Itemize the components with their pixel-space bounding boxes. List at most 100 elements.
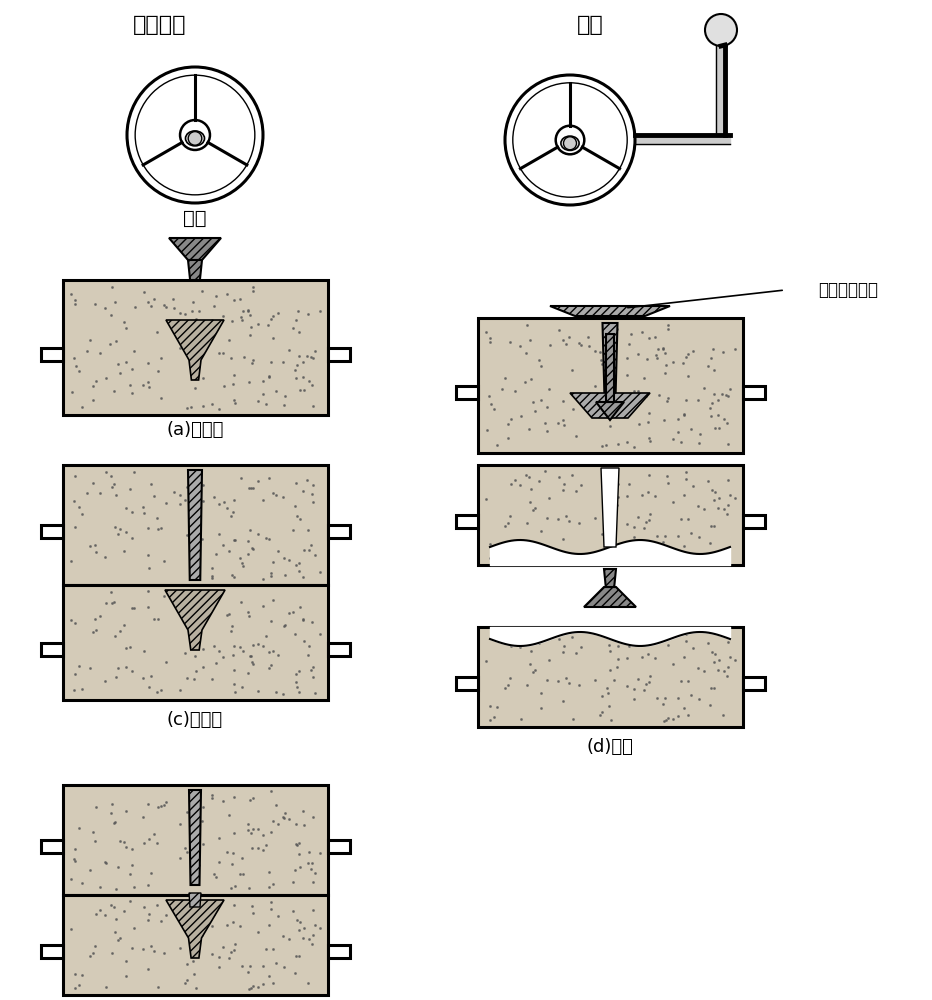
- Point: [681, 545, 696, 561]
- Point: [172, 496, 187, 512]
- Point: [187, 911, 202, 927]
- Polygon shape: [456, 515, 477, 528]
- Point: [192, 303, 207, 319]
- Point: [483, 334, 498, 350]
- Point: [571, 335, 586, 351]
- Point: [621, 336, 636, 352]
- Point: [125, 361, 140, 377]
- Point: [261, 917, 276, 933]
- Point: [250, 683, 265, 699]
- Point: [194, 813, 209, 829]
- Point: [226, 845, 240, 861]
- Point: [226, 376, 240, 392]
- Point: [225, 856, 240, 872]
- Point: [191, 550, 206, 566]
- Point: [141, 379, 156, 395]
- Point: [592, 707, 607, 723]
- Point: [227, 395, 242, 411]
- Point: [531, 635, 546, 651]
- Point: [300, 522, 315, 538]
- Point: [264, 354, 279, 370]
- Point: [606, 365, 621, 381]
- Point: [127, 464, 142, 480]
- Point: [246, 541, 261, 557]
- Point: [681, 511, 696, 527]
- Point: [478, 324, 493, 340]
- Point: [555, 482, 570, 498]
- Point: [621, 638, 636, 654]
- Point: [540, 399, 555, 415]
- Point: [518, 374, 533, 390]
- Point: [710, 392, 725, 408]
- Polygon shape: [550, 306, 670, 316]
- Point: [68, 615, 83, 631]
- Point: [565, 467, 580, 483]
- Text: 人工挖去砂子: 人工挖去砂子: [818, 281, 878, 299]
- Point: [240, 604, 255, 620]
- Point: [571, 677, 586, 693]
- Point: [290, 837, 305, 853]
- Point: [144, 298, 158, 314]
- Point: [185, 569, 200, 585]
- Point: [276, 489, 291, 505]
- Point: [72, 363, 87, 379]
- Point: [232, 550, 247, 566]
- Point: [482, 536, 497, 552]
- Point: [292, 684, 307, 700]
- Point: [116, 314, 131, 330]
- Point: [140, 877, 155, 893]
- Point: [251, 636, 266, 652]
- Point: [642, 506, 657, 522]
- Point: [246, 352, 261, 368]
- Point: [186, 671, 201, 687]
- Point: [135, 941, 150, 957]
- Point: [266, 643, 281, 659]
- Point: [268, 955, 283, 971]
- Point: [205, 329, 220, 345]
- Point: [270, 305, 285, 321]
- Point: [722, 649, 737, 665]
- Point: [711, 662, 726, 678]
- Point: [595, 688, 610, 704]
- Point: [281, 811, 296, 827]
- Point: [266, 592, 281, 608]
- Point: [651, 387, 666, 403]
- Point: [308, 547, 322, 563]
- Point: [604, 349, 619, 365]
- Point: [540, 423, 555, 439]
- Point: [266, 308, 281, 324]
- Point: [676, 407, 691, 423]
- Point: [205, 589, 220, 605]
- Point: [480, 422, 495, 438]
- Point: [244, 355, 259, 371]
- Point: [240, 303, 255, 319]
- Point: [245, 905, 260, 921]
- Point: [268, 487, 283, 503]
- Point: [264, 613, 279, 629]
- Point: [179, 670, 194, 686]
- Point: [635, 487, 650, 503]
- Point: [144, 865, 158, 881]
- Point: [277, 959, 292, 975]
- Point: [137, 899, 152, 915]
- Point: [205, 790, 220, 806]
- Point: [140, 547, 155, 563]
- Point: [166, 484, 181, 500]
- Point: [600, 518, 615, 534]
- Point: [123, 481, 138, 497]
- Point: [180, 956, 195, 972]
- Point: [150, 611, 165, 627]
- Point: [206, 298, 221, 314]
- Point: [610, 436, 625, 452]
- Point: [196, 370, 211, 386]
- Point: [638, 388, 653, 404]
- Point: [69, 358, 84, 374]
- Point: [116, 617, 131, 633]
- Point: [185, 555, 199, 571]
- Point: [150, 835, 165, 851]
- Point: [291, 303, 306, 319]
- Point: [88, 537, 103, 553]
- Point: [601, 637, 616, 653]
- Point: [93, 485, 108, 501]
- Point: [607, 341, 622, 357]
